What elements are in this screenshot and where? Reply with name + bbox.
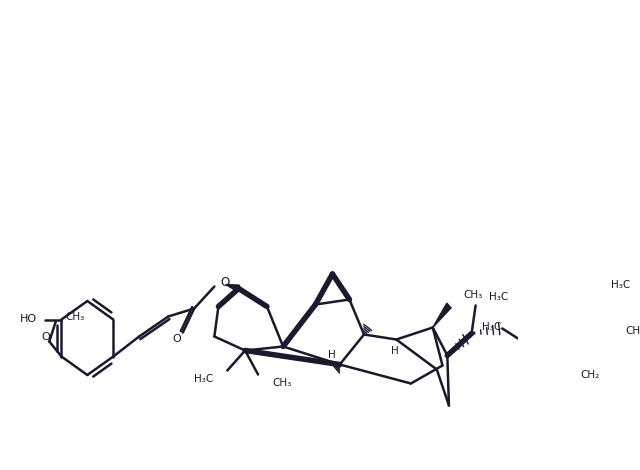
- Text: H₃C: H₃C: [193, 374, 212, 384]
- Text: CH₃: CH₃: [65, 312, 84, 321]
- Text: CH₃: CH₃: [273, 377, 292, 387]
- Text: HO: HO: [20, 314, 37, 324]
- Text: O: O: [221, 276, 230, 289]
- Text: CH₃: CH₃: [463, 290, 483, 300]
- Text: H₃C: H₃C: [611, 280, 631, 290]
- Polygon shape: [433, 303, 451, 328]
- Text: CH₂: CH₂: [580, 369, 599, 379]
- Text: H: H: [328, 350, 336, 360]
- Text: O: O: [41, 331, 50, 342]
- Text: H₃C: H₃C: [482, 322, 501, 332]
- Text: O: O: [172, 335, 180, 345]
- Text: CH₃: CH₃: [625, 327, 640, 337]
- Polygon shape: [226, 284, 239, 292]
- Text: H: H: [391, 346, 399, 357]
- Text: H₃C: H₃C: [488, 292, 508, 303]
